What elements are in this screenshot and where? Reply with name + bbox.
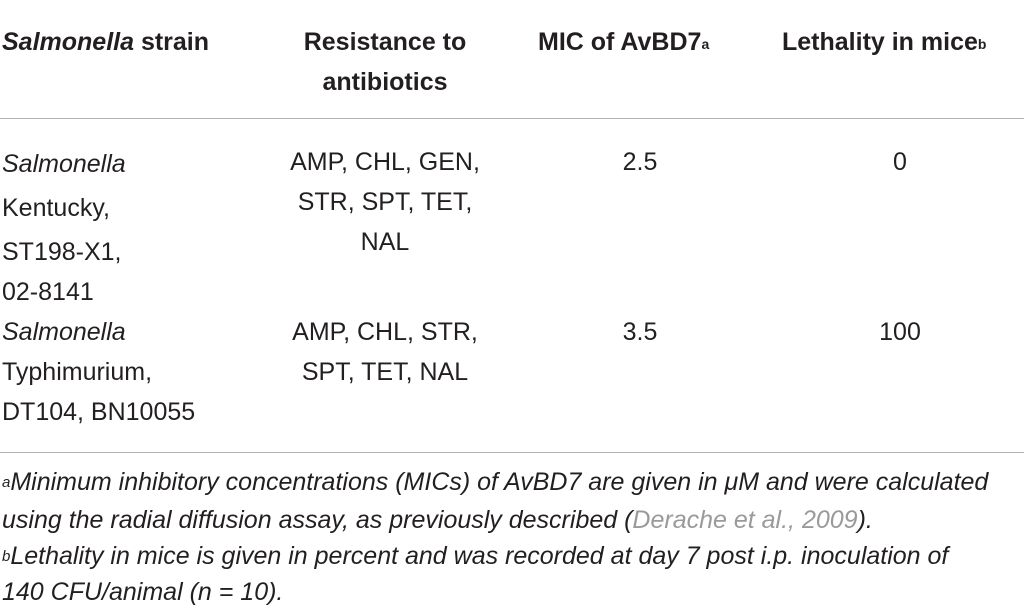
footnote-a-text2: using the radial diffusion assay, as pre… bbox=[2, 506, 633, 534]
footnote-b-mark: b bbox=[2, 548, 11, 565]
table-row-1-resistance: AMP, CHL, GEN, STR, SPT, TET, NAL bbox=[260, 142, 510, 262]
table-row-1-strain: Salmonella Kentucky, ST198-X1, 02-8141 bbox=[2, 142, 126, 310]
row-2-resistance-line2: SPT, TET, NAL bbox=[301, 358, 469, 386]
header-resistance-line2: antibiotics bbox=[322, 68, 448, 96]
row-1-resistance-line3: NAL bbox=[360, 228, 410, 256]
row-2-mic-value: 3.5 bbox=[622, 318, 658, 346]
footnote-b-line2: 140 CFU/animal (n = 10). bbox=[2, 574, 283, 610]
footnote-a-line1: aMinimum inhibitory concentrations (MICs… bbox=[2, 464, 988, 500]
table-row-1-lethality: 0 bbox=[820, 142, 980, 182]
header-resistance: Resistance to antibiotics bbox=[260, 22, 510, 102]
header-lethality: Lethality in miceb bbox=[782, 22, 986, 62]
table-row-1-mic: 2.5 bbox=[560, 142, 720, 182]
footnote-a-reference-link[interactable]: Derache et al., 2009 bbox=[632, 506, 858, 534]
header-strain-label: strain bbox=[134, 28, 210, 56]
header-mic: MIC of AvBD7a bbox=[538, 22, 709, 62]
header-lethality-footnote-mark: b bbox=[977, 36, 987, 52]
footnote-b-text1: Lethality in mice is given in percent an… bbox=[10, 542, 949, 570]
header-strain: Salmonella strain bbox=[2, 22, 209, 62]
row-2-strain-line1: Typhimurium, bbox=[2, 358, 153, 386]
footnote-a-text3: ). bbox=[857, 506, 873, 534]
footnote-b-text2: 140 CFU/animal (n = 10). bbox=[2, 578, 284, 606]
table-header-divider bbox=[0, 118, 1024, 119]
table-row-2-lethality: 100 bbox=[820, 312, 980, 352]
table-row-2-strain: Salmonella Typhimurium, DT104, BN10055 bbox=[2, 312, 195, 432]
row-2-resistance-line1: AMP, CHL, STR, bbox=[292, 318, 478, 346]
row-1-lethality-value: 0 bbox=[893, 148, 907, 176]
header-mic-footnote-mark: a bbox=[701, 36, 710, 52]
row-2-lethality-value: 100 bbox=[879, 318, 921, 346]
header-strain-genus: Salmonella bbox=[2, 28, 134, 56]
row-1-strain-line1: Kentucky, bbox=[2, 194, 110, 222]
row-1-resistance-line1: AMP, CHL, GEN, bbox=[290, 148, 480, 176]
footnote-a-text1: Minimum inhibitory concentrations (MICs)… bbox=[10, 468, 989, 496]
row-1-mic-value: 2.5 bbox=[622, 148, 658, 176]
header-lethality-label: Lethality in mice bbox=[782, 28, 978, 56]
row-1-resistance-line2: STR, SPT, TET, bbox=[297, 188, 473, 216]
header-mic-label: MIC of AvBD7 bbox=[538, 28, 702, 56]
table-bottom-divider bbox=[0, 452, 1024, 453]
row-1-strain-genus: Salmonella bbox=[2, 150, 126, 178]
row-1-strain-line2: ST198-X1, bbox=[2, 238, 122, 266]
footnote-a-mark: a bbox=[2, 474, 11, 491]
footnote-a-line2: using the radial diffusion assay, as pre… bbox=[2, 502, 873, 538]
header-resistance-line1: Resistance to bbox=[303, 28, 467, 56]
footnote-b-line1: bLethality in mice is given in percent a… bbox=[2, 538, 948, 574]
row-2-strain-line2: DT104, BN10055 bbox=[2, 398, 196, 426]
table-row-2-resistance: AMP, CHL, STR, SPT, TET, NAL bbox=[260, 312, 510, 392]
row-1-strain-line3: 02-8141 bbox=[2, 278, 94, 306]
row-2-strain-genus: Salmonella bbox=[2, 318, 126, 346]
table-row-2-mic: 3.5 bbox=[560, 312, 720, 352]
